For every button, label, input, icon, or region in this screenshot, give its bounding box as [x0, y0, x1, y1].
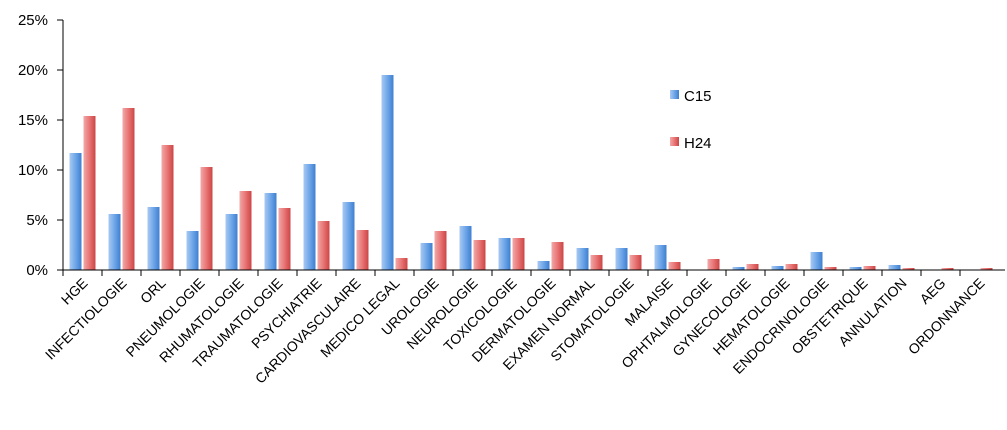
x-category-label: HGE: [58, 275, 91, 308]
bar-c15-toxicologie: [498, 238, 511, 270]
bar-h24-urologie: [434, 231, 447, 270]
bar-c15-obstetrique: [849, 267, 862, 270]
bar-c15-hematologie: [771, 266, 784, 270]
x-category-label: AEG: [916, 275, 948, 307]
legend: C15 H24: [670, 88, 712, 152]
bar-h24-annulation: [902, 268, 915, 270]
bar-h24-stomatologie: [629, 255, 642, 270]
bar-h24-malaise: [668, 262, 681, 270]
bar-h24-psychiatrie: [317, 221, 330, 270]
y-tick-label: 10%: [18, 162, 48, 179]
bars: [69, 75, 993, 270]
y-tick-label: 15%: [18, 112, 48, 129]
bar-c15-malaise: [654, 245, 667, 270]
bar-c15-dermatologie: [537, 261, 550, 270]
bar-c15-rhumatologie: [225, 214, 238, 270]
bar-h24-ophtalmologie: [707, 259, 720, 270]
bar-c15-neurologie: [459, 226, 472, 270]
bar-c15-psychiatrie: [303, 164, 316, 270]
bar-c15-infectiologie: [108, 214, 121, 270]
bar-c15-pneumologie: [186, 231, 199, 270]
bar-c15-examen-normal: [576, 248, 589, 270]
bar-h24-ordonnance: [980, 268, 993, 270]
y-tick-label: 25%: [18, 12, 48, 29]
bar-h24-cardiovasculaire: [356, 230, 369, 270]
y-axis: 0% 5% 10% 15% 20% 25%: [18, 12, 64, 279]
bar-h24-obstetrique: [863, 266, 876, 270]
legend-swatch-h24: [670, 137, 679, 146]
y-tick-label: 20%: [18, 62, 48, 79]
bar-h24-medico-legal: [395, 258, 408, 270]
bar-c15-annulation: [888, 265, 901, 270]
bar-c15-orl: [147, 207, 160, 270]
bar-h24-orl: [161, 145, 174, 270]
bar-h24-toxicologie: [512, 238, 525, 270]
bar-c15-urologie: [420, 243, 433, 270]
y-tick-label: 0%: [26, 262, 48, 279]
bar-c15-medico-legal: [381, 75, 394, 270]
y-tick-label: 5%: [26, 212, 48, 229]
bar-c15-cardiovasculaire: [342, 202, 355, 270]
bar-h24-pneumologie: [200, 167, 213, 270]
bar-c15-stomatologie: [615, 248, 628, 270]
bar-h24-gynecologie: [746, 264, 759, 270]
bar-c15-endocrinologie: [810, 252, 823, 270]
bar-c15-traumatologie: [264, 193, 277, 270]
x-category-label: ANNULATION: [835, 275, 909, 349]
bar-h24-dermatologie: [551, 242, 564, 270]
bar-h24-examen-normal: [590, 255, 603, 270]
legend-label-c15: C15: [684, 88, 712, 105]
bar-h24-hge: [83, 116, 96, 270]
bar-h24-infectiologie: [122, 108, 135, 270]
bar-c15-gynecologie: [732, 267, 745, 270]
bar-h24-aeg: [941, 268, 954, 270]
bar-c15-hge: [69, 153, 82, 270]
bar-h24-endocrinologie: [824, 267, 837, 270]
bar-h24-rhumatologie: [239, 191, 252, 270]
legend-label-h24: H24: [684, 135, 712, 152]
bar-h24-neurologie: [473, 240, 486, 270]
bar-h24-hematologie: [785, 264, 798, 270]
x-category-label: ORL: [137, 275, 169, 307]
bar-h24-traumatologie: [278, 208, 291, 270]
legend-swatch-c15: [670, 90, 679, 99]
